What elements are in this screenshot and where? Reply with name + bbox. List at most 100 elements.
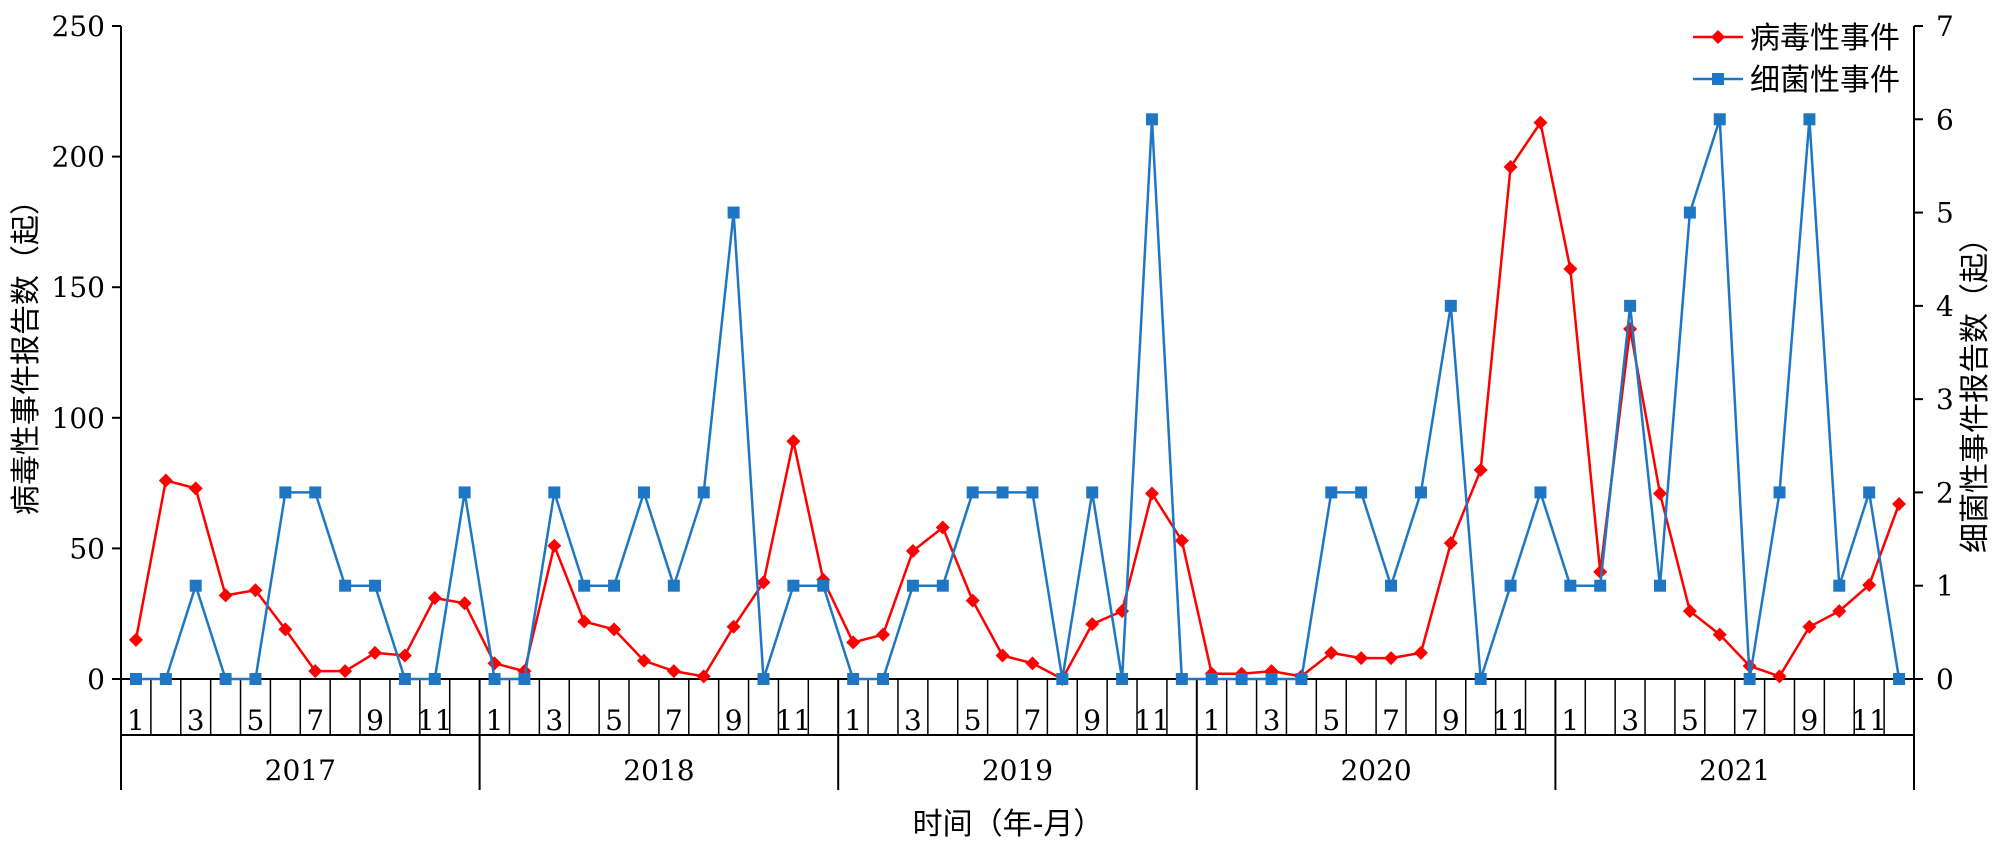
data-point (188, 481, 203, 496)
data-point (487, 656, 502, 671)
data-point (158, 473, 173, 488)
data-point (1623, 321, 1638, 336)
data-point (1205, 673, 1218, 685)
data-point (1594, 579, 1607, 592)
data-point (1803, 113, 1816, 126)
x-month-label: 5 (964, 704, 982, 737)
x-axis-label: 时间（年-月） (913, 807, 1104, 842)
x-month-label: 1 (844, 704, 862, 737)
x-month-label: 1 (486, 704, 504, 737)
data-point (1086, 486, 1099, 499)
x-month-label: 5 (247, 704, 265, 737)
right-y-tick-label: 2 (1936, 476, 1954, 509)
x-month-label: 7 (1382, 704, 1400, 737)
x-year-label: 2017 (265, 754, 336, 787)
x-month-label: 7 (1024, 704, 1042, 737)
data-point (1443, 536, 1458, 551)
data-point (218, 588, 233, 603)
data-point (577, 614, 592, 629)
data-point (936, 579, 949, 592)
data-point (1624, 299, 1637, 312)
data-point (1385, 579, 1398, 592)
left-y-tick-label: 200 (52, 141, 105, 174)
data-point (1144, 486, 1159, 501)
data-point (1414, 486, 1427, 499)
x-month-label: 5 (1322, 704, 1340, 737)
data-point (1265, 673, 1278, 685)
data-point (1533, 115, 1548, 130)
data-point (1773, 486, 1786, 499)
data-point (1116, 673, 1129, 685)
data-point (1564, 579, 1577, 592)
x-month-label: 5 (1681, 704, 1699, 737)
legend-marker (1711, 30, 1725, 44)
data-point (488, 673, 501, 685)
data-point (278, 622, 293, 637)
data-point (1534, 486, 1547, 499)
x-month-label: 11 (1851, 704, 1887, 737)
data-point (935, 520, 950, 535)
x-year-label: 2018 (623, 754, 694, 787)
left-y-tick-label: 100 (52, 402, 105, 435)
data-point (667, 579, 680, 592)
data-point (817, 579, 830, 592)
data-point (1355, 486, 1368, 499)
data-point (1235, 673, 1248, 685)
data-point (756, 575, 771, 590)
data-point (757, 673, 770, 685)
data-point (1384, 651, 1399, 666)
right-y-ticks: 0 1 2 3 4 5 6 7 (1914, 10, 1954, 696)
x-month-label: 1 (1561, 704, 1579, 737)
right-y-tick-label: 1 (1936, 570, 1954, 603)
data-point (1145, 113, 1158, 126)
data-point (1712, 627, 1727, 642)
data-point (1653, 579, 1666, 592)
x-month-label: 9 (725, 704, 743, 737)
data-point (1056, 673, 1069, 685)
legend-label: 细菌性事件 (1750, 63, 1900, 98)
left-y-ticks: 0 50 100 150 200 250 (52, 10, 121, 696)
left-y-tick-label: 250 (52, 10, 105, 43)
y-axis-label-right: 细菌性事件报告数（起） (1958, 223, 1993, 553)
right-y-tick-label: 6 (1936, 103, 1954, 136)
data-point (607, 622, 622, 637)
right-y-tick-label: 4 (1936, 290, 1954, 323)
x-month-label: 1 (1203, 704, 1221, 737)
data-point (1832, 604, 1847, 619)
data-point (966, 486, 979, 499)
x-year-label: 2021 (1699, 754, 1770, 787)
data-point (398, 673, 411, 685)
data-point (249, 673, 262, 685)
x-month-label: 7 (665, 704, 683, 737)
data-point (1802, 619, 1817, 634)
legend-label: 病毒性事件 (1750, 21, 1900, 56)
x-month-label: 1 (127, 704, 145, 737)
left-y-tick-label: 150 (52, 271, 105, 304)
data-point (877, 673, 890, 685)
x-month-label: 7 (306, 704, 324, 737)
data-point (1892, 496, 1907, 511)
data-point (159, 673, 172, 685)
x-month-label: 5 (605, 704, 623, 737)
data-point (1025, 656, 1040, 671)
y-axis-label-left: 病毒性事件报告数（起） (9, 185, 44, 515)
data-point (1593, 564, 1608, 579)
x-month-label: 3 (545, 704, 563, 737)
right-y-tick-label: 5 (1936, 197, 1954, 230)
legend-marker (1712, 73, 1724, 85)
data-point (1473, 463, 1488, 478)
data-point (458, 486, 471, 499)
left-y-tick-label: 50 (69, 532, 105, 565)
axes (120, 26, 1915, 679)
right-y-tick-label: 0 (1936, 663, 1954, 696)
data-point (666, 664, 681, 679)
data-point (1174, 533, 1189, 548)
left-y-tick-label: 0 (87, 663, 105, 696)
data-point (1085, 617, 1100, 632)
data-point (1743, 673, 1756, 685)
x-year-label: 2020 (1340, 754, 1411, 787)
data-point (905, 544, 920, 559)
x-month-label: 3 (1263, 704, 1281, 737)
series-bacterial-events (129, 113, 1906, 685)
